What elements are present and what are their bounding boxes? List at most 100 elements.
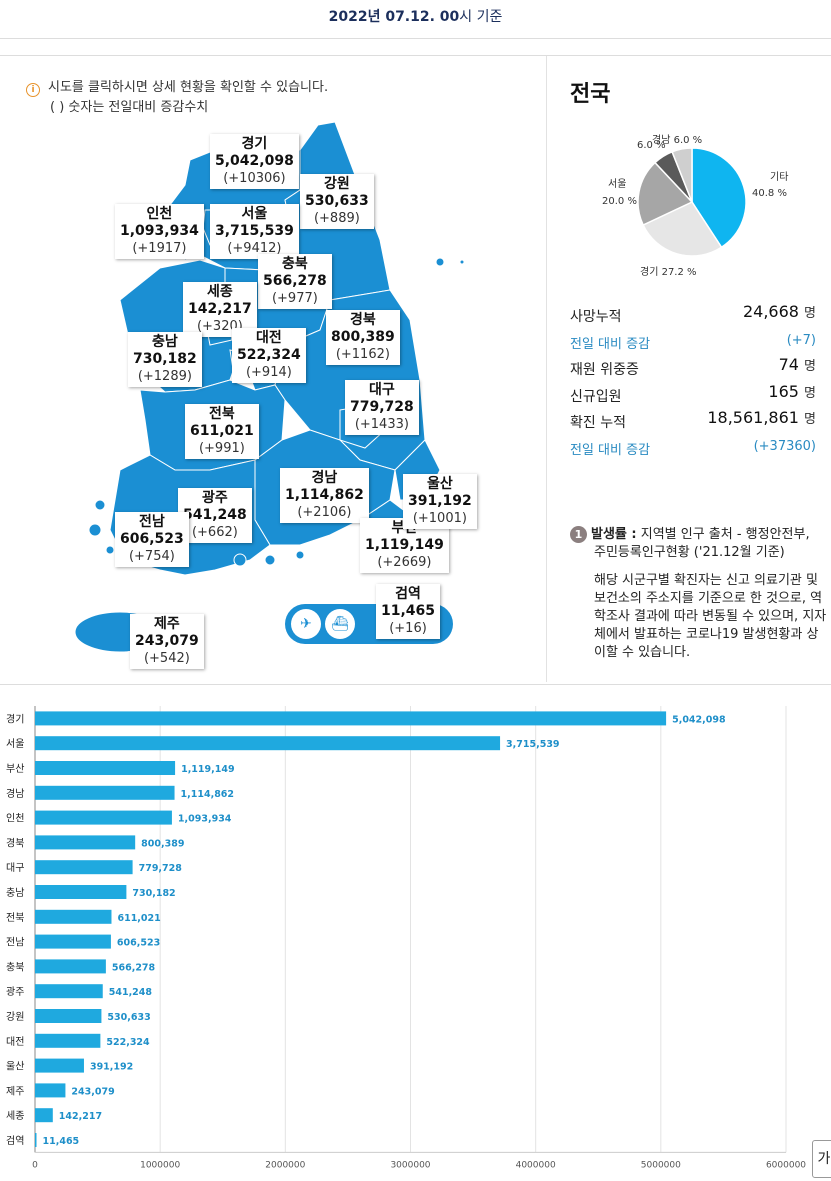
bar[interactable] bbox=[35, 984, 103, 999]
x-tick-label: 1000000 bbox=[140, 1160, 180, 1170]
region-label-ulsan[interactable]: 울산 391,192 (+1001) bbox=[403, 474, 477, 529]
bar[interactable] bbox=[35, 761, 176, 775]
bar[interactable] bbox=[35, 909, 112, 924]
region-total: 1,119,149 bbox=[365, 537, 444, 553]
region-change: (+662) bbox=[191, 525, 238, 540]
nation-pie: 기타 40.8 % 경기 27.2 % 서울 20.0 % 6.0 % 경남 6… bbox=[602, 133, 788, 278]
pie-label-gyeonggi: 경기 27.2 % bbox=[640, 265, 697, 278]
bar[interactable] bbox=[35, 860, 133, 875]
pie-label-other: 기타 bbox=[770, 171, 788, 183]
region-label-gyeongnam[interactable]: 경남 1,114,862 (+2106) bbox=[280, 468, 369, 523]
region-name: 충북 bbox=[282, 256, 308, 272]
bar[interactable] bbox=[35, 885, 127, 899]
region-label-busan[interactable]: 부산1,119,149(+2669) bbox=[360, 518, 449, 573]
region-total: 11,465 bbox=[381, 603, 436, 619]
category-label: 경북 bbox=[6, 836, 24, 849]
bar[interactable] bbox=[35, 1009, 102, 1023]
ship-icon: ⛴ bbox=[325, 609, 355, 639]
category-label: 충남 bbox=[6, 887, 24, 899]
region-total: 243,079 bbox=[135, 633, 199, 649]
category-label: 광주 bbox=[6, 986, 24, 998]
region-label-quarantine[interactable]: 검역 11,465 (+16) bbox=[376, 584, 441, 639]
bar[interactable] bbox=[35, 1108, 53, 1123]
region-label-daegu[interactable]: 대구 779,728 (+1433) bbox=[345, 380, 419, 435]
region-total: 611,021 bbox=[190, 423, 254, 439]
region-total: 800,389 bbox=[331, 329, 395, 345]
bar-value-label: 779,728 bbox=[139, 863, 183, 874]
bar-value-label: 1,093,934 bbox=[178, 814, 232, 825]
note-line2: 주민등록인구현황 ('21.12월 기준) bbox=[594, 545, 785, 560]
bar[interactable] bbox=[35, 711, 667, 726]
region-total: 391,192 bbox=[408, 493, 472, 509]
info-circle-icon: i bbox=[26, 83, 40, 97]
region-change: (+914) bbox=[245, 365, 292, 380]
bar[interactable] bbox=[35, 736, 501, 751]
region-label-jeonnam[interactable]: 전남 606,523 (+754) bbox=[115, 512, 189, 567]
bar-value-label: 11,465 bbox=[43, 1136, 80, 1147]
stat-value: 165 bbox=[768, 381, 799, 401]
bar[interactable] bbox=[35, 785, 175, 800]
x-tick-label: 6000000 bbox=[766, 1160, 806, 1170]
stat-value: 24,668 bbox=[742, 302, 799, 321]
region-total: 522,324 bbox=[237, 347, 301, 363]
bar-value-label: 1,119,149 bbox=[181, 764, 235, 775]
bar[interactable] bbox=[35, 1133, 37, 1147]
region-name: 광주 bbox=[202, 490, 228, 506]
bar-value-label: 611,021 bbox=[117, 913, 160, 924]
category-label: 경남 bbox=[6, 787, 24, 800]
category-label: 부산 bbox=[6, 763, 24, 775]
region-label-sejong[interactable]: 세종 142,217 (+320) bbox=[183, 282, 257, 337]
x-tick-label: 5000000 bbox=[641, 1160, 681, 1170]
region-label-incheon[interactable]: 인천 1,093,934 (+1917) bbox=[115, 204, 204, 259]
region-label-chungbuk[interactable]: 충북 566,278 (+977) bbox=[258, 254, 332, 309]
region-total: 1,114,862 bbox=[285, 487, 364, 503]
bar[interactable] bbox=[35, 959, 106, 974]
category-label: 경기 bbox=[6, 712, 24, 725]
bar[interactable] bbox=[35, 1033, 101, 1048]
region-name: 경기 bbox=[241, 136, 268, 152]
region-label-gangwon[interactable]: 강원 530,633 (+889) bbox=[300, 174, 374, 229]
region-total: 606,523 bbox=[120, 531, 184, 547]
bar-value-label: 3,715,539 bbox=[506, 739, 560, 750]
stat-critical: 재원 위중증 74 명 bbox=[570, 355, 816, 382]
region-label-jeju[interactable]: 제주 243,079 (+542) bbox=[130, 614, 204, 669]
region-label-daejeon[interactable]: 대전 522,324 (+914) bbox=[232, 328, 306, 383]
notice: i 시도를 클릭하시면 상세 현황을 확인할 수 있습니다. ( ) 숫자는 전일… bbox=[26, 78, 328, 118]
stat-key: 재원 위중증 bbox=[570, 362, 639, 378]
pie-label-seoul: 서울 bbox=[608, 178, 626, 190]
font-size-button[interactable]: 가 bbox=[812, 1140, 831, 1178]
region-total: 530,633 bbox=[305, 193, 369, 209]
header-bar: 2022년 07.12. 00시 기준 bbox=[0, 0, 831, 39]
bar[interactable] bbox=[35, 934, 111, 949]
region-label-seoul[interactable]: 서울 3,715,539 (+9412) bbox=[210, 204, 299, 259]
region-label-gyeongbuk[interactable]: 경북 800,389 (+1162) bbox=[326, 310, 400, 365]
bar[interactable] bbox=[35, 835, 136, 850]
category-label: 충북 bbox=[6, 961, 24, 973]
category-label: 세종 bbox=[6, 1110, 24, 1122]
region-label-chungnam[interactable]: 충남 730,182 (+1289) bbox=[128, 332, 202, 387]
bar[interactable] bbox=[35, 810, 172, 825]
bar-value-label: 5,042,098 bbox=[672, 714, 726, 725]
region-total: 3,715,539 bbox=[215, 223, 294, 239]
region-total: 566,278 bbox=[263, 273, 327, 289]
region-label-gwangju[interactable]: 광주 541,248 (+662) bbox=[178, 488, 252, 543]
nation-stats: 사망누적 24,668 명 전일 대비 증감 (+7) 재원 위중증 74 명 신규입… bbox=[570, 302, 816, 461]
stat-new-admissions: 신규입원 165 명 bbox=[570, 382, 816, 409]
region-label-jeonbuk[interactable]: 전북 611,021 (+991) bbox=[185, 404, 259, 459]
stat-key: 전일 대비 증감 bbox=[570, 336, 651, 352]
stat-key: 신규입원 bbox=[570, 388, 622, 405]
region-total: 142,217 bbox=[188, 301, 252, 317]
region-name: 대구 bbox=[369, 382, 395, 398]
region-change: (+320) bbox=[196, 319, 243, 334]
region-change: (+2669) bbox=[377, 555, 432, 570]
stat-unit: 명 bbox=[804, 412, 816, 427]
bar-value-label: 730,182 bbox=[132, 888, 175, 899]
region-name: 대전 bbox=[256, 330, 282, 346]
bar[interactable] bbox=[35, 1058, 84, 1073]
stat-unit: 명 bbox=[804, 359, 816, 374]
stat-value: 18,561,861 bbox=[707, 408, 799, 427]
category-label: 서울 bbox=[6, 738, 24, 750]
region-label-gyeonggi[interactable]: 경기 5,042,098 (+10306) bbox=[210, 134, 299, 189]
pie-label-gyeongnam: 경남 6.0 % bbox=[652, 133, 702, 146]
bar[interactable] bbox=[35, 1083, 66, 1098]
